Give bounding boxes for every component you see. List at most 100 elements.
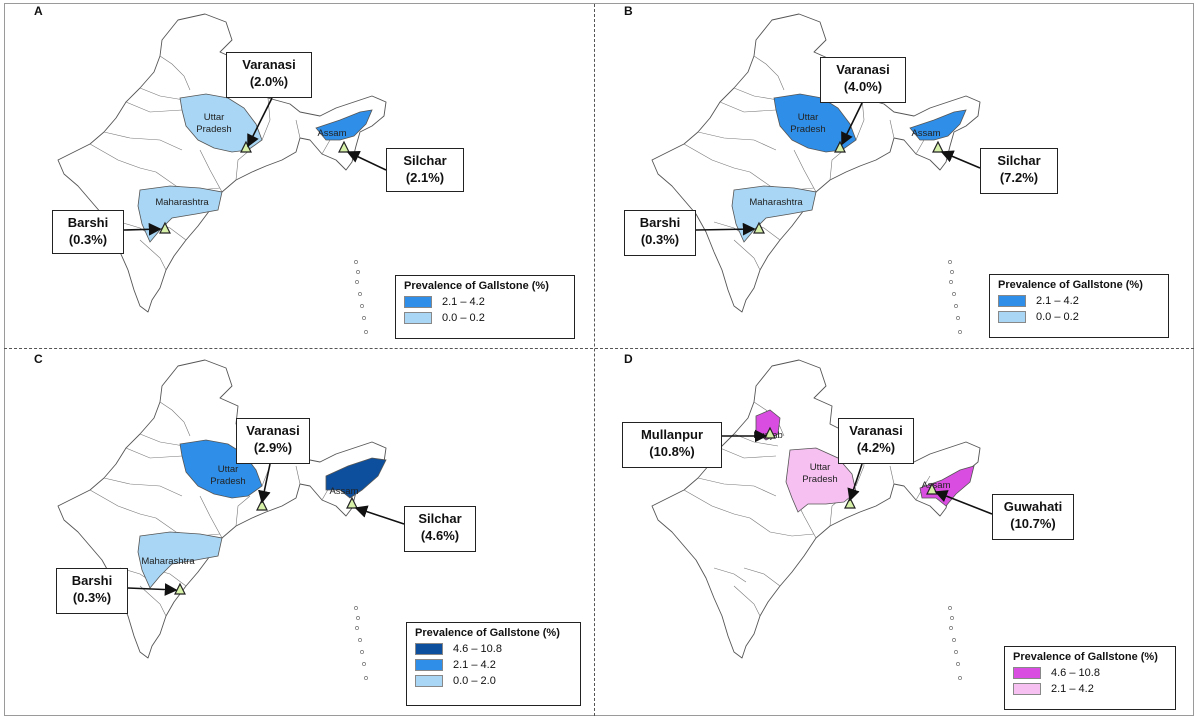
island-marker <box>364 676 368 680</box>
legend-item: 0.0 – 0.2 <box>404 312 566 324</box>
callout-mullanpur: Mullanpur (10.8%) <box>622 422 722 468</box>
state-label-maharashtra: Maharashtra <box>749 197 803 208</box>
callout-arrow <box>354 505 405 525</box>
state-region-assam <box>315 109 373 141</box>
island-marker <box>948 606 952 610</box>
legend-swatch <box>1013 667 1041 679</box>
island-marker <box>356 616 360 620</box>
state-label-uttar-pradesh: Uttar Pradesh <box>196 112 231 135</box>
site-marker-triangle <box>844 496 856 509</box>
state-region-assam <box>325 457 387 499</box>
legend-range: 2.1 – 4.2 <box>442 296 485 308</box>
state-region-maharashtra <box>137 531 223 589</box>
site-marker-triangle <box>256 498 268 511</box>
legend-swatch <box>404 296 432 308</box>
india-map: PunjabUttarPradeshAssam <box>651 359 993 680</box>
state-border <box>855 97 865 141</box>
island-marker <box>358 638 362 642</box>
state-border <box>683 489 751 519</box>
state-border <box>89 143 157 173</box>
legend-range: 0.0 – 2.0 <box>453 675 496 687</box>
callout-barshi: Barshi (0.3%) <box>52 210 124 254</box>
legend-swatch <box>1013 683 1041 695</box>
callout-arrow <box>123 222 162 236</box>
site-marker-triangle <box>926 482 938 495</box>
legend-title: Prevalence of Gallstone (%) <box>404 280 549 292</box>
island-marker <box>358 292 362 296</box>
callout-arrow <box>247 97 273 148</box>
legend-range: 4.6 – 10.8 <box>453 643 502 655</box>
legend-item: 4.6 – 10.8 <box>415 643 572 655</box>
legend-range: 0.0 – 0.2 <box>1036 311 1079 323</box>
state-border <box>199 149 223 193</box>
site-name: Mullanpur <box>640 427 704 442</box>
legend-swatch <box>998 295 1026 307</box>
island-marker <box>354 260 358 264</box>
island-marker <box>362 316 366 320</box>
legend-range: 0.0 – 0.2 <box>442 312 485 324</box>
island-marker <box>355 280 359 284</box>
state-border <box>697 131 777 151</box>
island-marker <box>948 260 952 264</box>
site-name: Varanasi <box>849 423 903 438</box>
site-name: Varanasi <box>836 62 890 77</box>
map-panel-c: C Uttar Pradesh Maharashtra Assam Varanasi (2.… <box>0 346 594 706</box>
state-border <box>125 101 183 113</box>
india-outline <box>651 359 981 659</box>
callout-silchar: Silchar (2.1%) <box>386 148 464 192</box>
state-border <box>889 465 895 485</box>
legend-swatch <box>404 312 432 324</box>
callout-silchar: Silchar (4.6%) <box>404 506 476 552</box>
state-border <box>683 143 751 173</box>
map-panel-b: B Uttar Pradesh Maharashtra Assam Varanasi (4.… <box>594 0 1188 346</box>
callout-barshi: Barshi (0.3%) <box>56 568 128 614</box>
state-label-uttar-pradesh: Uttar Pradesh <box>210 464 245 487</box>
legend-range: 2.1 – 4.2 <box>1051 683 1094 695</box>
island-marker <box>949 280 953 284</box>
legend-swatch <box>415 643 443 655</box>
island-marker <box>360 650 364 654</box>
india-map: Uttar Pradesh Maharashtra Assam <box>651 13 981 334</box>
state-border <box>829 149 845 181</box>
india-map: Uttar Pradesh Maharashtra Assam <box>57 359 405 680</box>
site-marker-triangle <box>753 221 765 234</box>
site-prevalence: (2.9%) <box>253 440 293 455</box>
island-marker <box>354 606 358 610</box>
site-name: Barshi <box>67 215 109 230</box>
horizontal-divider <box>4 348 1194 349</box>
site-marker-triangle <box>932 140 944 153</box>
legend: Prevalence of Gallstone (%) 2.1 – 4.2 0.0 … <box>395 275 575 339</box>
legend: Prevalence of Gallstone (%) 4.6 – 10.8 2.1… <box>406 622 581 706</box>
legend-title: Prevalence of Gallstone (%) <box>998 279 1143 291</box>
state-label-assam: Assam <box>329 486 358 497</box>
legend: Prevalence of Gallstone (%) 4.6 – 10.8 2.1… <box>1004 646 1176 710</box>
site-name: Barshi <box>639 215 681 230</box>
callout-arrow <box>940 150 981 169</box>
legend-range: 4.6 – 10.8 <box>1051 667 1100 679</box>
state-region-assam <box>919 465 975 507</box>
state-label-maharashtra: Maharashtra <box>155 197 209 208</box>
state-border <box>793 149 817 193</box>
state-border <box>103 131 183 151</box>
state-label-uttar-pradesh: Uttar Pradesh <box>790 112 825 135</box>
legend-swatch <box>998 311 1026 323</box>
state-label-uttar-pradesh: Uttar Pradesh <box>802 462 837 485</box>
panel-label: D <box>624 352 633 366</box>
callout-guwahati: Guwahati (10.7%) <box>992 494 1074 540</box>
state-label-assam: Assam <box>317 128 346 139</box>
island-marker <box>954 304 958 308</box>
site-prevalence: (10.7%) <box>1010 516 1056 531</box>
site-prevalence: (4.2%) <box>856 440 896 455</box>
site-prevalence: (4.6%) <box>420 528 460 543</box>
state-region-assam <box>909 109 967 141</box>
state-border <box>697 477 777 497</box>
legend-title: Prevalence of Gallstone (%) <box>1013 651 1158 663</box>
site-name: Guwahati <box>1003 499 1063 514</box>
state-label-maharashtra: Maharashtra <box>141 556 195 567</box>
state-border <box>159 55 191 91</box>
callout-varanasi: Varanasi (2.0%) <box>226 52 312 98</box>
island-marker <box>950 270 954 274</box>
site-name: Silchar <box>418 511 462 526</box>
state-border <box>139 433 185 447</box>
state-border <box>89 489 157 519</box>
